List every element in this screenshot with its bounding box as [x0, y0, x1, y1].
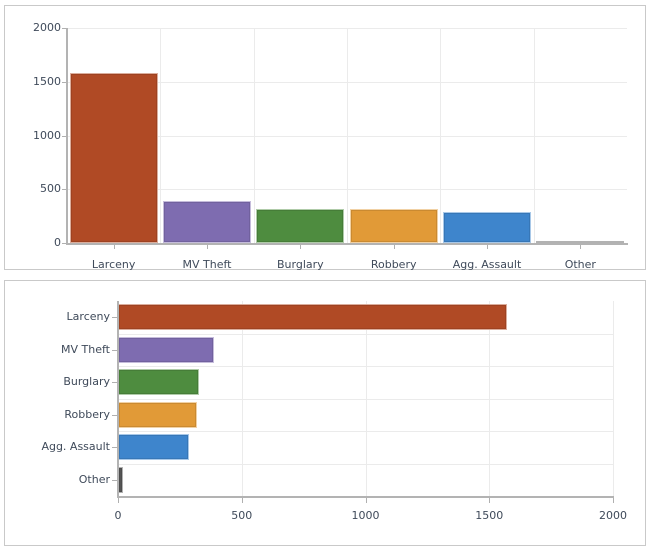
- y-tickmark-1000: [62, 135, 67, 137]
- bar-vertical-burglary[interactable]: [256, 208, 345, 243]
- y-tickmark-3: [112, 414, 117, 416]
- x-gridline-1: [160, 28, 162, 243]
- x-gridline-3: [347, 28, 348, 243]
- vertical-bar-plot-area: 0 500 1000 1500 2000 Larceny MV Theft Burglary R…: [5, 6, 645, 271]
- y-category-label-3: Robbery: [64, 407, 110, 421]
- y-category-label-5: Other: [78, 472, 110, 486]
- bar-vertical-robbery[interactable]: [349, 209, 438, 243]
- horizontal-bar-chart-panel: 0 500 1000 1500 2000 Larceny MV Theft Burglary R…: [4, 280, 646, 546]
- y-tickmark-5: [112, 479, 117, 481]
- x-gridline-2000: [613, 301, 614, 496]
- x-tickmark-0: [118, 498, 119, 503]
- x-axis-line: [66, 243, 628, 245]
- bar-vertical-mv-theft[interactable]: [163, 201, 251, 243]
- bar-horizontal-robbery[interactable]: [118, 401, 197, 428]
- y-tick-label-2000: 2000: [33, 21, 61, 34]
- x-tick-label-500: 500: [231, 509, 253, 522]
- bar-horizontal-agg-assault[interactable]: [118, 434, 190, 461]
- y-tick-label-500: 500: [40, 182, 61, 196]
- y-axis-line: [66, 28, 68, 244]
- y-gridline-5: [118, 463, 613, 465]
- y-tickmark-1: [112, 349, 117, 351]
- y-tickmark-2000: [62, 28, 67, 29]
- x-tick-label-2000: 2000: [599, 509, 627, 522]
- y-tickmark-2: [112, 382, 117, 384]
- x-category-label-5: Other: [564, 258, 596, 271]
- x-category-label-2: Burglary: [276, 258, 324, 271]
- y-category-label-1: MV Theft: [61, 342, 110, 356]
- bar-vertical-larceny[interactable]: [69, 72, 158, 243]
- y-tickmark-0: [62, 243, 67, 244]
- x-category-label-3: Robbery: [370, 258, 417, 271]
- bar-horizontal-larceny[interactable]: [118, 304, 507, 331]
- x-category-label-1: MV Theft: [182, 258, 232, 271]
- y-tickmark-4: [112, 447, 117, 449]
- bar-vertical-agg-assault[interactable]: [443, 212, 531, 243]
- x-tickmark-1000: [365, 498, 367, 503]
- y-gridline-1: [118, 333, 613, 335]
- y-tick-label-1000: 1000: [33, 128, 61, 142]
- x-gridline-2: [253, 28, 255, 243]
- x-gridline-5: [533, 28, 535, 243]
- y-category-label-2: Burglary: [63, 375, 110, 389]
- y-gridline-3: [118, 398, 613, 400]
- x-category-label-0: Larceny: [91, 258, 136, 271]
- x-tickmark-0: [113, 244, 115, 249]
- y-tickmark-1500: [62, 81, 67, 83]
- y-tick-label-0: 0: [54, 236, 61, 249]
- x-tickmark-500: [241, 498, 243, 503]
- bar-horizontal-mv-theft[interactable]: [118, 336, 215, 363]
- x-tickmark-3: [393, 244, 395, 249]
- x-tickmark-5: [580, 244, 582, 249]
- x-tick-label-1000: 1000: [351, 509, 380, 522]
- x-gridline-4: [440, 28, 442, 243]
- vertical-bar-chart-panel: 0 500 1000 1500 2000 Larceny MV Theft Burglary R…: [4, 5, 646, 271]
- y-category-label-4: Agg. Assault: [41, 440, 110, 454]
- x-tickmark-4: [487, 244, 488, 249]
- horizontal-bar-plot-area: 0 500 1000 1500 2000 Larceny MV Theft Burglary R…: [5, 281, 645, 545]
- y-tickmark-0: [112, 317, 117, 319]
- x-tickmark-2: [300, 244, 302, 249]
- x-tick-label-0: 0: [114, 509, 122, 522]
- x-category-label-4: Agg. Assault: [452, 258, 522, 271]
- x-tick-label-1500: 1500: [475, 509, 504, 522]
- bar-horizontal-burglary[interactable]: [118, 369, 199, 396]
- y-axis-line: [117, 301, 119, 497]
- bar-vertical-other[interactable]: [536, 240, 625, 243]
- y-gridline-2: [118, 366, 613, 367]
- y-gridline-4: [118, 431, 613, 432]
- x-tickmark-1500: [489, 498, 491, 503]
- x-tickmark-1: [207, 244, 208, 249]
- x-axis-line: [117, 496, 614, 498]
- y-tickmark-500: [62, 189, 67, 191]
- x-tickmark-2000: [613, 498, 614, 503]
- y-category-label-0: Larceny: [66, 310, 110, 324]
- y-tick-label-1500: 1500: [33, 74, 61, 88]
